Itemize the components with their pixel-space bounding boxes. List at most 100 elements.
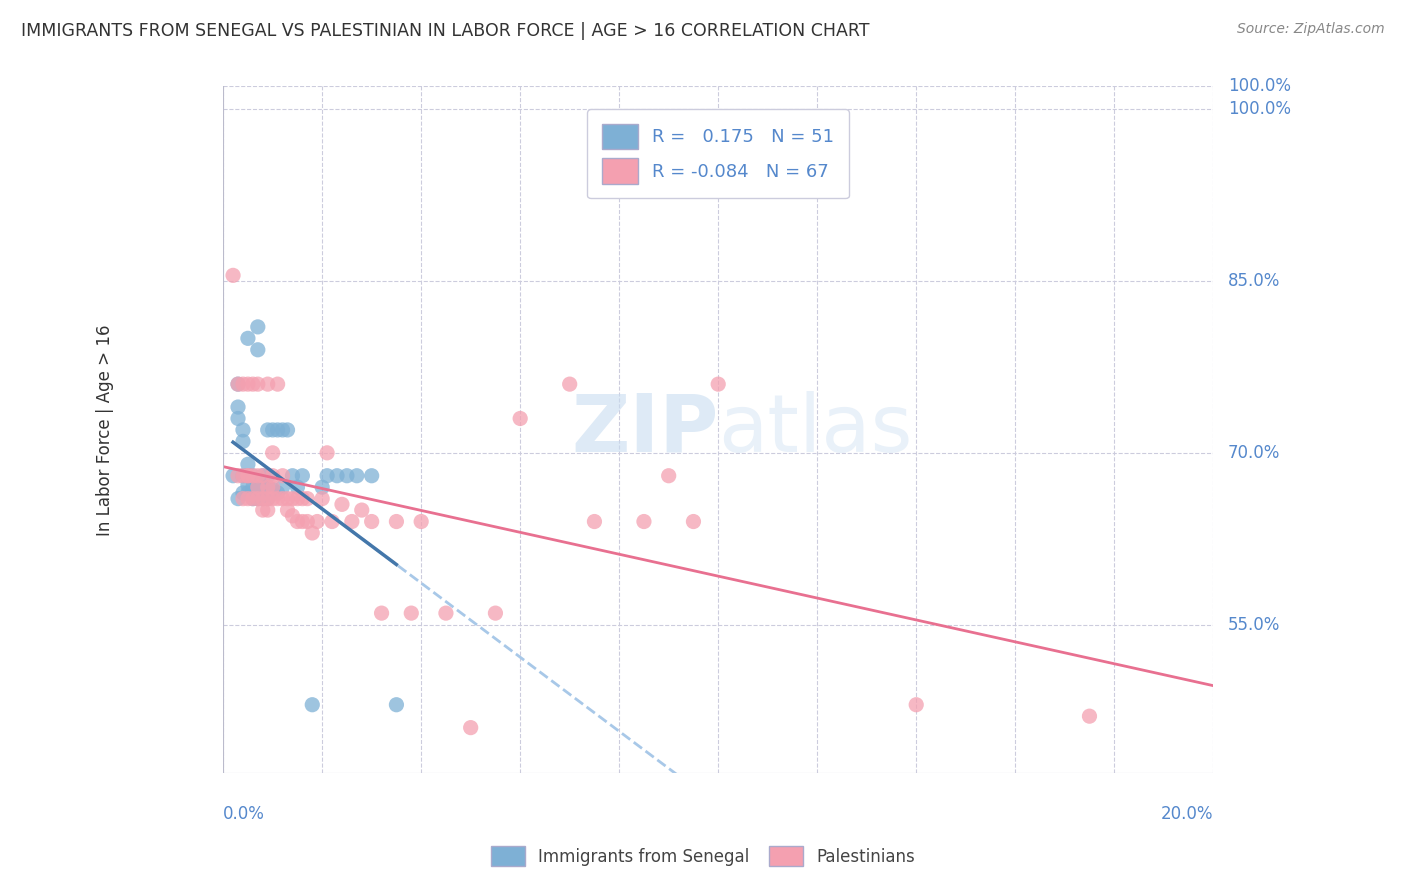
Point bbox=[242, 468, 264, 483]
Point bbox=[266, 486, 288, 500]
Point bbox=[276, 491, 298, 506]
Point bbox=[226, 468, 249, 483]
Point bbox=[262, 480, 284, 494]
Point bbox=[236, 478, 259, 492]
Point bbox=[707, 377, 730, 392]
Point bbox=[266, 423, 288, 437]
Point bbox=[256, 480, 278, 494]
Point bbox=[281, 468, 304, 483]
Point bbox=[301, 698, 323, 712]
Point bbox=[266, 491, 288, 506]
Point bbox=[262, 468, 284, 483]
Point bbox=[411, 515, 433, 529]
Point bbox=[326, 468, 349, 483]
Point bbox=[291, 515, 314, 529]
Point bbox=[558, 377, 581, 392]
Point bbox=[226, 400, 249, 414]
Point bbox=[236, 468, 259, 483]
Point bbox=[256, 468, 278, 483]
Point bbox=[246, 483, 269, 497]
Point bbox=[385, 515, 408, 529]
Point bbox=[232, 486, 254, 500]
Point bbox=[232, 491, 254, 506]
Point bbox=[262, 483, 284, 497]
Point bbox=[246, 491, 269, 506]
Point bbox=[262, 423, 284, 437]
Point bbox=[246, 468, 269, 483]
Point bbox=[434, 606, 457, 620]
Point bbox=[256, 491, 278, 506]
Point bbox=[236, 486, 259, 500]
Point bbox=[246, 480, 269, 494]
Point bbox=[242, 491, 264, 506]
Point bbox=[222, 268, 245, 283]
Point bbox=[276, 423, 298, 437]
Point bbox=[242, 480, 264, 494]
Point bbox=[307, 515, 329, 529]
Text: ZIP: ZIP bbox=[571, 391, 718, 469]
Point bbox=[252, 468, 274, 483]
Point bbox=[246, 491, 269, 506]
Point bbox=[242, 468, 264, 483]
Point bbox=[633, 515, 655, 529]
Point bbox=[232, 468, 254, 483]
Point bbox=[242, 491, 264, 506]
Point bbox=[232, 423, 254, 437]
Point bbox=[262, 486, 284, 500]
Point bbox=[321, 515, 343, 529]
Point bbox=[291, 468, 314, 483]
Text: 70.0%: 70.0% bbox=[1227, 444, 1281, 462]
Point bbox=[276, 503, 298, 517]
Point bbox=[252, 491, 274, 506]
Point bbox=[346, 468, 368, 483]
Point bbox=[236, 468, 259, 483]
Point bbox=[226, 411, 249, 425]
Point bbox=[360, 468, 382, 483]
Point bbox=[266, 377, 288, 392]
Point bbox=[232, 434, 254, 449]
Point bbox=[330, 497, 353, 511]
Point bbox=[287, 480, 309, 494]
Point bbox=[336, 468, 359, 483]
Point bbox=[246, 343, 269, 357]
Point bbox=[350, 503, 373, 517]
Point bbox=[509, 411, 531, 425]
Point bbox=[262, 491, 284, 506]
Point bbox=[242, 377, 264, 392]
Point bbox=[236, 468, 259, 483]
Text: atlas: atlas bbox=[718, 391, 912, 469]
Point bbox=[232, 468, 254, 483]
Point bbox=[385, 698, 408, 712]
Point bbox=[291, 491, 314, 506]
Point bbox=[287, 491, 309, 506]
Point bbox=[256, 503, 278, 517]
Point bbox=[297, 515, 319, 529]
Point bbox=[583, 515, 606, 529]
Text: 55.0%: 55.0% bbox=[1227, 615, 1281, 633]
Point bbox=[271, 423, 294, 437]
Point bbox=[236, 331, 259, 345]
Point bbox=[236, 377, 259, 392]
Point bbox=[658, 468, 681, 483]
Point bbox=[242, 486, 264, 500]
Point bbox=[484, 606, 506, 620]
Point bbox=[236, 491, 259, 506]
Point bbox=[256, 491, 278, 506]
Text: 20.0%: 20.0% bbox=[1161, 805, 1213, 823]
Point bbox=[252, 486, 274, 500]
Point bbox=[460, 721, 482, 735]
Point bbox=[340, 515, 363, 529]
Point bbox=[236, 457, 259, 471]
Point bbox=[222, 468, 245, 483]
Point bbox=[246, 319, 269, 334]
Point bbox=[271, 468, 294, 483]
Point bbox=[271, 491, 294, 506]
Point bbox=[252, 503, 274, 517]
Point bbox=[252, 480, 274, 494]
Point bbox=[297, 491, 319, 506]
Point bbox=[682, 515, 704, 529]
Point bbox=[287, 515, 309, 529]
Text: 85.0%: 85.0% bbox=[1227, 272, 1281, 290]
Point bbox=[301, 526, 323, 541]
Text: Source: ZipAtlas.com: Source: ZipAtlas.com bbox=[1237, 22, 1385, 37]
